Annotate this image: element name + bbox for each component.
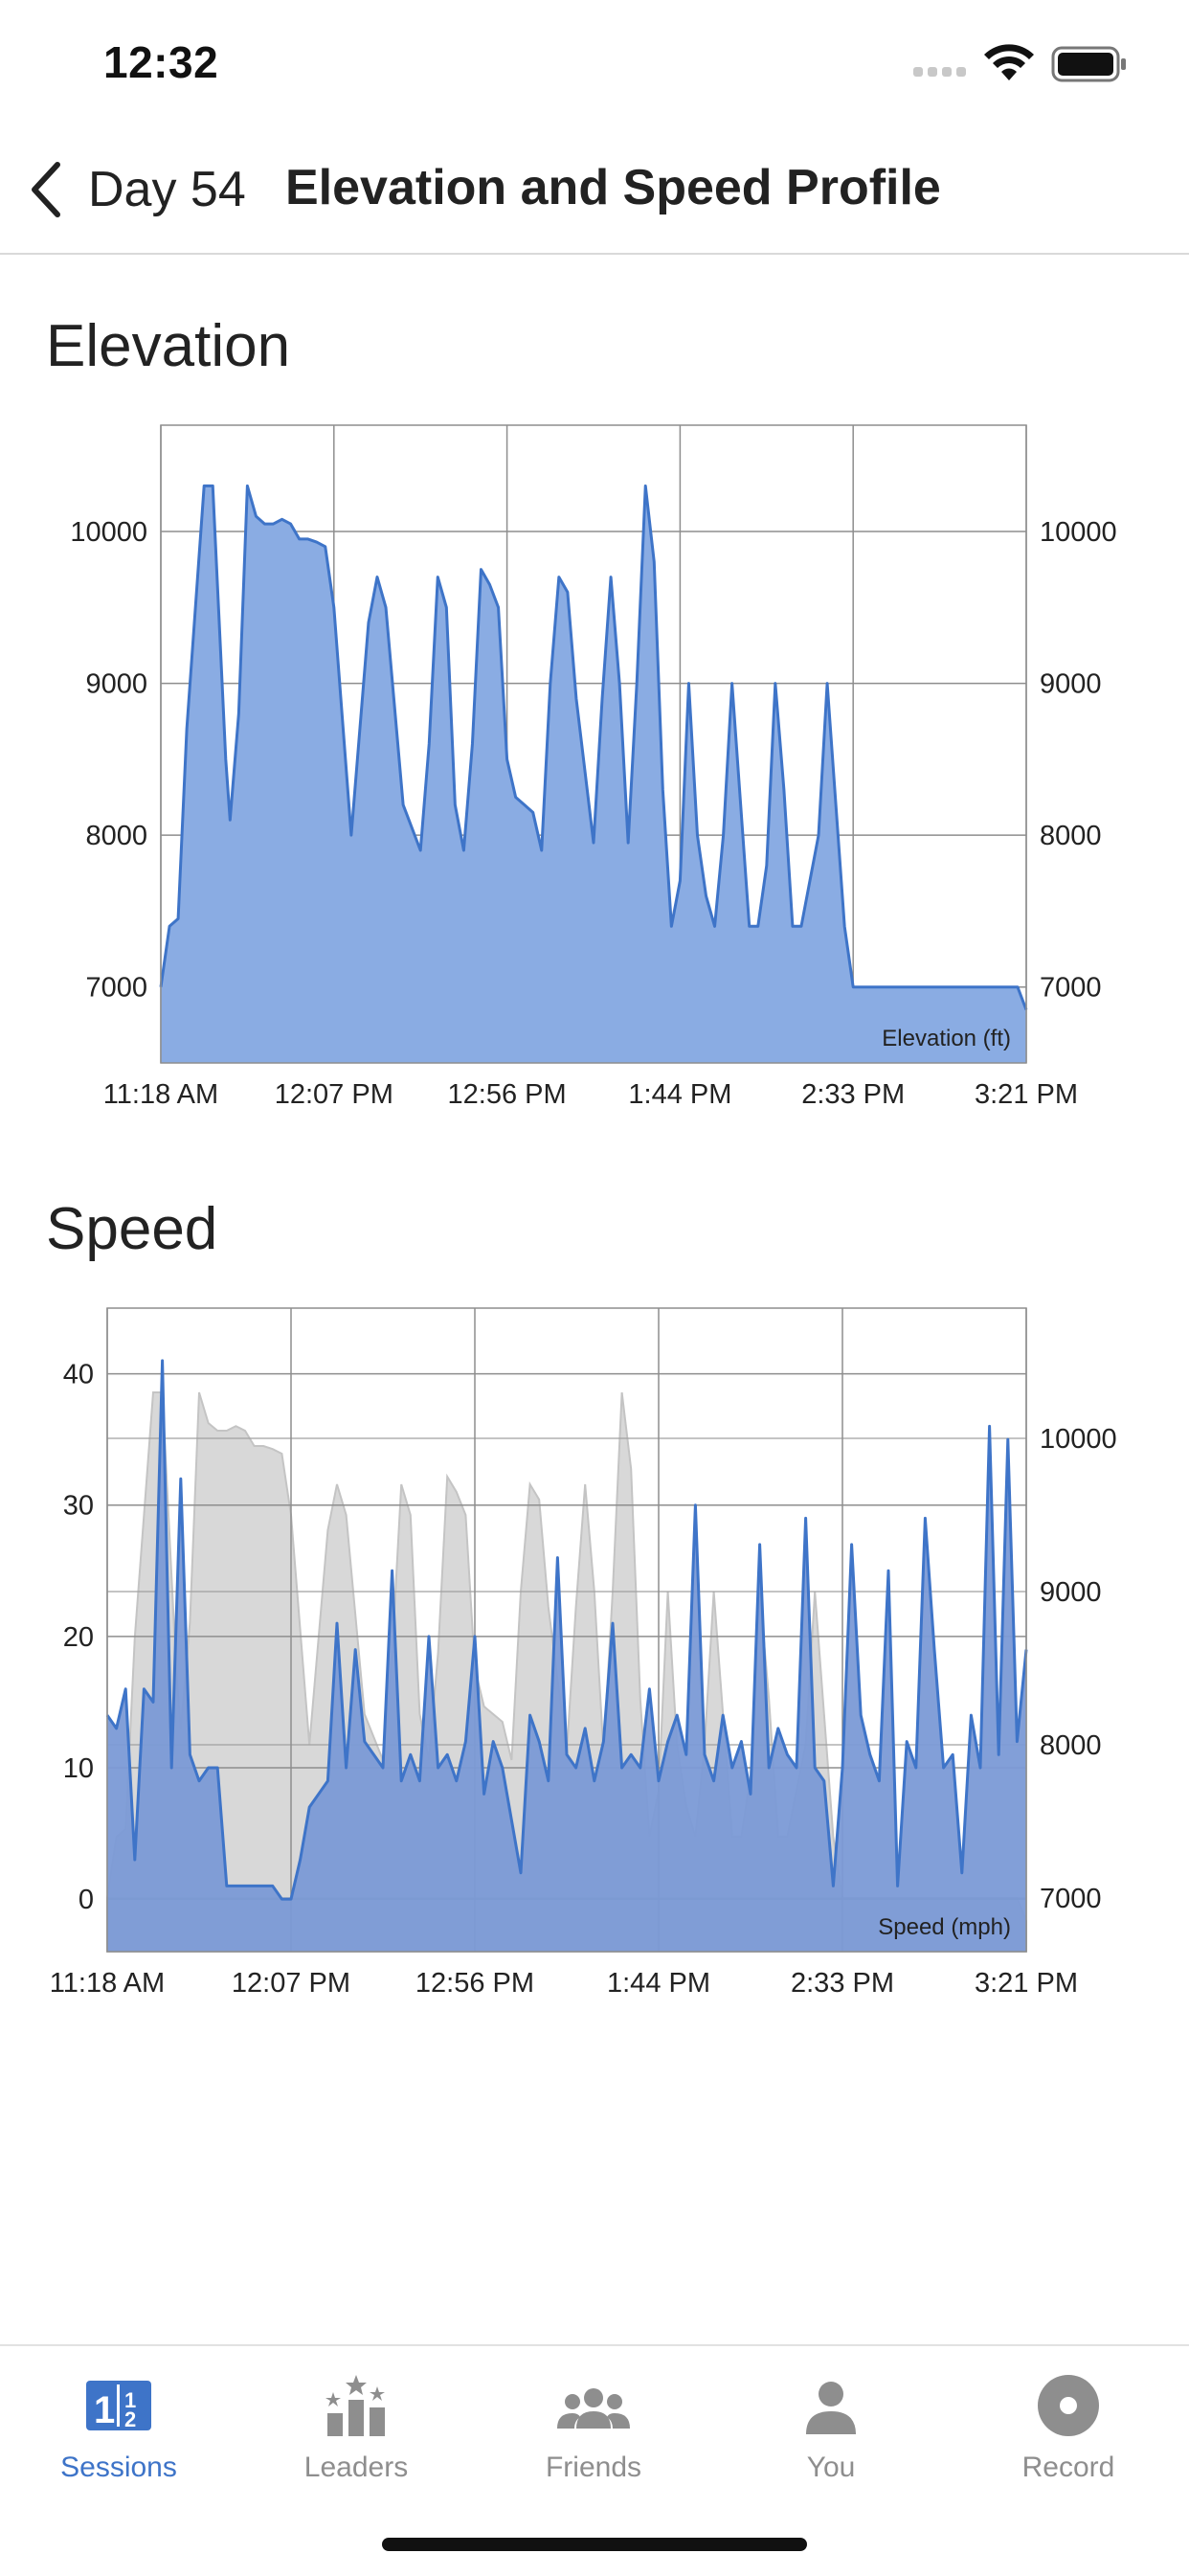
back-label: Day 54 [88, 161, 246, 218]
tab-record[interactable]: Record [950, 2346, 1187, 2519]
tab-label: Sessions [0, 2452, 237, 2484]
tab-label: Record [950, 2452, 1187, 2484]
x-tick-label: 12:56 PM [448, 1079, 567, 1110]
tab-label: You [712, 2452, 950, 2484]
y-tick-label: 9000 [85, 669, 147, 700]
tab-you[interactable]: You [712, 2346, 950, 2519]
x-tick-label: 1:44 PM [607, 1968, 710, 1999]
y-tick-label: 20 [63, 1622, 94, 1653]
x-tick-label: 3:21 PM [975, 1968, 1078, 1999]
chart-inner-label: Speed (mph) [878, 1914, 1011, 1940]
elevation-section-title: Elevation [46, 312, 290, 380]
navigation-bar: Day 54 Elevation and Speed Profile [0, 126, 1189, 255]
speed-chart: 0 10 20 30 40 7000 8000 9000 10000 11:18 AM 12:07 … [0, 1283, 1189, 2011]
y2-tick-label: 7000 [1040, 1884, 1102, 1914]
x-tick-label: 2:33 PM [801, 1079, 905, 1110]
x-tick-label: 11:18 AM [103, 1079, 218, 1110]
y2-tick-label: 8000 [1040, 821, 1102, 851]
chart-inner-label: Elevation (ft) [882, 1026, 1011, 1051]
tab-label: Leaders [237, 2452, 475, 2484]
tab-leaders[interactable]: Leaders [237, 2346, 475, 2519]
leaders-icon [318, 2369, 394, 2446]
y-tick-label: 0 [79, 1885, 94, 1915]
x-tick-label: 2:33 PM [791, 1968, 894, 1999]
x-tick-label: 12:56 PM [415, 1968, 534, 1999]
y2-tick-label: 9000 [1040, 669, 1102, 700]
y-tick-label: 40 [63, 1360, 94, 1390]
tab-sessions[interactable]: 1 1 2 Sessions [0, 2346, 237, 2519]
x-tick-label: 1:44 PM [628, 1079, 731, 1110]
friends-icon [555, 2369, 632, 2446]
y-tick-label: 7000 [85, 973, 147, 1004]
x-tick-label: 12:07 PM [275, 1079, 393, 1110]
tab-friends[interactable]: Friends [475, 2346, 712, 2519]
speed-section-title: Speed [46, 1195, 217, 1263]
y2-tick-label: 10000 [1040, 1424, 1117, 1455]
sessions-icon: 1 1 2 [80, 2369, 157, 2446]
status-time: 12:32 [103, 36, 218, 88]
page-title: Elevation and Speed Profile [285, 159, 941, 216]
x-tick-label: 11:18 AM [50, 1968, 165, 1999]
status-bar: 12:32 [0, 0, 1189, 126]
y-tick-label: 10000 [70, 517, 147, 548]
chevron-left-icon [29, 161, 63, 218]
y-tick-label: 8000 [85, 821, 147, 851]
home-indicator [382, 2538, 807, 2551]
svg-text:1: 1 [94, 2389, 115, 2431]
y2-tick-label: 8000 [1040, 1730, 1102, 1761]
signal-icon [913, 65, 971, 79]
y2-tick-label: 10000 [1040, 517, 1117, 548]
wifi-icon [982, 42, 1036, 82]
record-icon [1030, 2369, 1107, 2446]
back-button[interactable]: Day 54 [29, 155, 246, 224]
y-tick-label: 30 [63, 1491, 94, 1522]
battery-icon [1051, 46, 1128, 82]
series-area [161, 486, 1026, 1063]
y2-tick-label: 7000 [1040, 973, 1102, 1004]
x-tick-label: 3:21 PM [975, 1079, 1078, 1110]
svg-text:2: 2 [124, 2407, 136, 2431]
x-tick-label: 12:07 PM [232, 1968, 350, 1999]
elevation-chart: 7000 8000 9000 10000 7000 8000 9000 10000 11:18 … [0, 402, 1189, 1149]
y2-tick-label: 9000 [1040, 1577, 1102, 1608]
tab-label: Friends [475, 2452, 712, 2484]
you-icon [793, 2369, 869, 2446]
y-tick-label: 10 [63, 1753, 94, 1784]
